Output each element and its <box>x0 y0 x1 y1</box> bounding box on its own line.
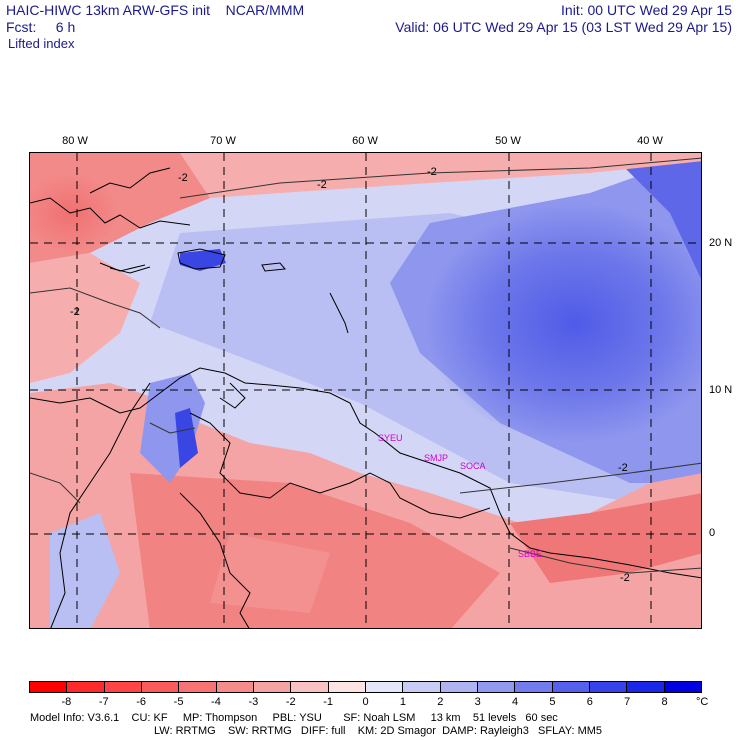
field-red-patch <box>210 533 330 613</box>
colorbar-tick-label: -3 <box>248 696 259 708</box>
colorbar-cell <box>365 682 404 692</box>
contour-label: -2 <box>618 462 628 474</box>
field-blue-core <box>425 203 701 443</box>
lat-label-20n: 20 N <box>709 237 733 249</box>
colorbar-tick-label: 1 <box>399 696 406 708</box>
contour-label: -2 <box>178 172 188 184</box>
field-blue-ne <box>610 153 701 279</box>
graticule <box>30 153 701 628</box>
colorbar-tick-label: -5 <box>173 696 184 708</box>
colorbar-cell <box>141 682 180 692</box>
colorbar-tick-label: 5 <box>549 696 556 708</box>
colorbar-cell <box>627 682 665 692</box>
contour-label: -2 <box>620 572 630 584</box>
colorbar-cell <box>440 682 478 692</box>
colorbar-cell <box>104 682 142 692</box>
colorbar-tick-label: 7 <box>624 696 631 708</box>
station-label-sbbe: SBBE <box>518 549 542 559</box>
lifted-index-field: -2 -2 -2 -2 -2 -2 SYEU SMJP SOCA SBBE <box>30 153 701 628</box>
field-red-west <box>30 253 140 383</box>
colorbar-cell <box>179 682 217 692</box>
model-info-line2: LW: RRTMG SW: RRTMG DIFF: full KM: 2D Sm… <box>154 725 603 737</box>
contour-label: -2 <box>427 166 437 178</box>
station-label-smjp: SMJP <box>424 453 448 463</box>
coastlines <box>30 167 701 628</box>
colorbar-tick-label: -1 <box>323 696 333 708</box>
colorbar-tick-label: 3 <box>474 696 481 708</box>
colorbar-cell <box>216 682 254 692</box>
colorbar-tick-label: 6 <box>586 696 593 708</box>
colorbar-tick-label: -8 <box>61 696 72 708</box>
lon-label-40w: 40 W <box>637 135 663 147</box>
colorbar-unit: °C <box>696 696 709 708</box>
valid-time: Valid: 06 UTC Wed 29 Apr 15 (03 LST Wed … <box>395 19 732 35</box>
field-red-north <box>180 153 701 198</box>
colorbar-tick-label: 8 <box>661 696 668 708</box>
field-red-spot-gulf <box>30 173 120 253</box>
field-blue-andes-core <box>175 408 198 468</box>
colorbar-cell <box>403 682 441 692</box>
colorbar-cell <box>253 682 292 692</box>
colorbar-tick-label: -4 <box>211 696 221 708</box>
colorbar-tick-label: 2 <box>437 696 444 708</box>
colorbar-tick-label: -7 <box>98 696 109 708</box>
forecast-hour: Fcst: 6 h <box>6 19 76 35</box>
colorbar-cell <box>291 682 329 692</box>
map-panel: -2 -2 -2 -2 -2 -2 SYEU SMJP SOCA SBBE <box>29 152 702 629</box>
colorbar-cell <box>67 682 105 692</box>
colorbar-tick-label: -6 <box>136 696 147 708</box>
colorbar-cell <box>328 682 366 692</box>
colorbar-cell <box>515 682 553 692</box>
colorbar-cell <box>30 682 68 692</box>
field-red-east-brazil <box>510 493 701 583</box>
field-blue-andes <box>140 373 205 483</box>
field-blue-hispaniola <box>180 249 226 271</box>
li-contours <box>30 157 701 574</box>
lat-label-equator: 0 <box>709 527 716 539</box>
contour-labels: -2 -2 -2 -2 -2 -2 <box>70 166 630 584</box>
colorbar-tick-label: 0 <box>362 696 369 708</box>
colorbar <box>29 681 702 693</box>
lon-label-80w: 80 W <box>62 135 88 147</box>
colorbar-tick-label: -2 <box>285 696 296 708</box>
colorbar-cell <box>477 682 516 692</box>
lon-label-70w: 70 W <box>210 135 236 147</box>
lon-label-50w: 50 W <box>495 135 521 147</box>
colorbar-tick-label: 4 <box>511 696 519 708</box>
colorbar-cell <box>664 682 701 692</box>
field-blue-pacific <box>50 513 120 628</box>
init-time: Init: 00 UTC Wed 29 Apr 15 <box>561 2 732 18</box>
colorbar-cell <box>552 682 590 692</box>
lon-label-60w: 60 W <box>352 135 378 147</box>
field-name: Lifted index <box>8 36 75 51</box>
station-label-soca: SOCA <box>460 461 486 471</box>
model-info-line1: Model Info: V3.6.1 CU: KF MP: Thompson P… <box>30 712 558 724</box>
lat-label-10n: 10 N <box>709 384 733 396</box>
contour-label: -2 <box>70 306 80 318</box>
station-label-syeu: SYEU <box>378 433 403 443</box>
colorbar-cell <box>589 682 628 692</box>
map-title: HAIC-HIWC 13km ARW-GFS init NCAR/MMM <box>6 2 305 18</box>
contour-label: -2 <box>317 179 327 191</box>
